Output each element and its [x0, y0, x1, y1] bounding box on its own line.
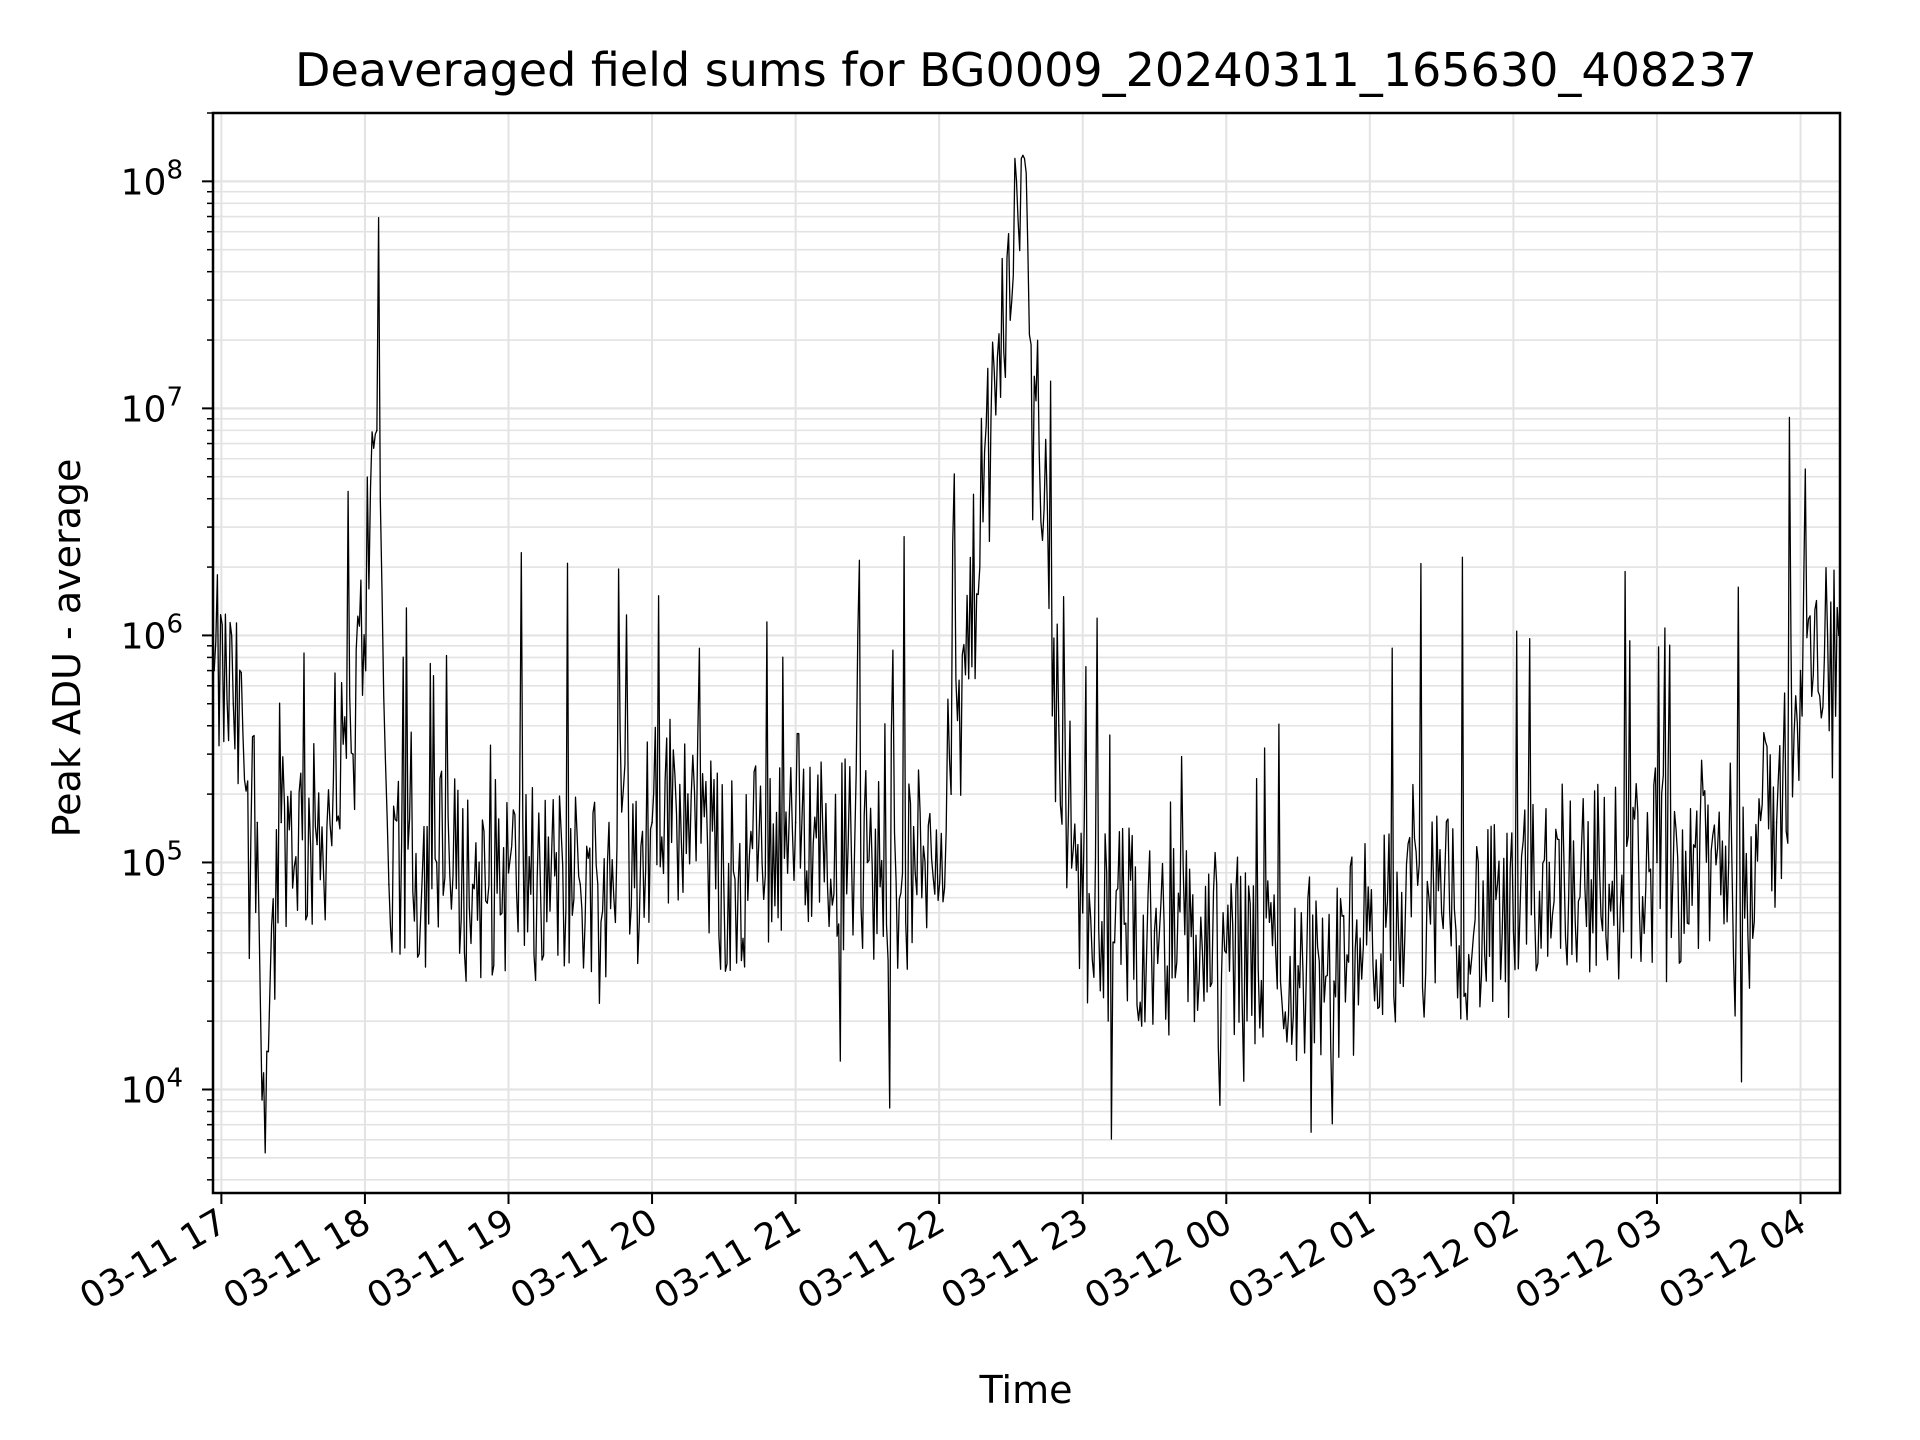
tick-marks: [202, 112, 1802, 1204]
data-point: [794, 821, 797, 824]
plot-frame: [211, 111, 1842, 1195]
data-point: [1823, 656, 1826, 659]
grid: [213, 112, 1840, 1193]
y-tick-labels: 104 105 106 107 108: [121, 155, 183, 1111]
y-tick-label: 106: [121, 609, 183, 657]
data-point: [376, 429, 378, 432]
data-point: [1512, 929, 1515, 932]
data-point: [256, 821, 259, 824]
data-point: [1775, 821, 1778, 824]
data-point: [1022, 154, 1024, 157]
data-point: [1058, 724, 1060, 727]
data-point: [471, 883, 474, 886]
data-point: [316, 843, 318, 846]
data-point: [1656, 861, 1658, 864]
data-point: [261, 1099, 263, 1101]
data-point: [579, 883, 582, 886]
data-point: [1225, 951, 1228, 954]
data-point: [352, 753, 354, 755]
y-tick-label: 107: [121, 382, 183, 430]
data-point: [950, 793, 952, 795]
data-point: [388, 883, 390, 886]
y-axis-label: Peak ADU - average: [45, 459, 89, 838]
chart-title: Deaveraged field sums for BG0009_2024031…: [295, 43, 1757, 97]
y-tick-label: 108: [121, 155, 183, 203]
data-point: [1727, 861, 1730, 864]
data-point: [1440, 912, 1443, 914]
data-point: [1153, 929, 1156, 932]
y-tick-label: 104: [121, 1063, 183, 1111]
data-point: [866, 861, 869, 864]
data-point: [232, 702, 235, 705]
data-point: [1333, 980, 1335, 982]
data-point: [1548, 861, 1551, 864]
data-point: [723, 883, 725, 886]
data-point: [1369, 929, 1371, 932]
data-point: [507, 872, 510, 874]
data-point: [687, 793, 689, 795]
data-point: [1799, 669, 1802, 672]
data-point: [1081, 912, 1084, 914]
data-point: [1608, 883, 1610, 886]
y-tick-label: 105: [121, 836, 183, 884]
data-point: [280, 821, 282, 824]
x-axis-label: Time: [979, 1368, 1073, 1412]
data-point: [1297, 965, 1299, 967]
data-point: [651, 821, 653, 824]
data-point: [914, 872, 917, 874]
data-point: [435, 861, 438, 864]
series-line: [213, 154, 1840, 1154]
